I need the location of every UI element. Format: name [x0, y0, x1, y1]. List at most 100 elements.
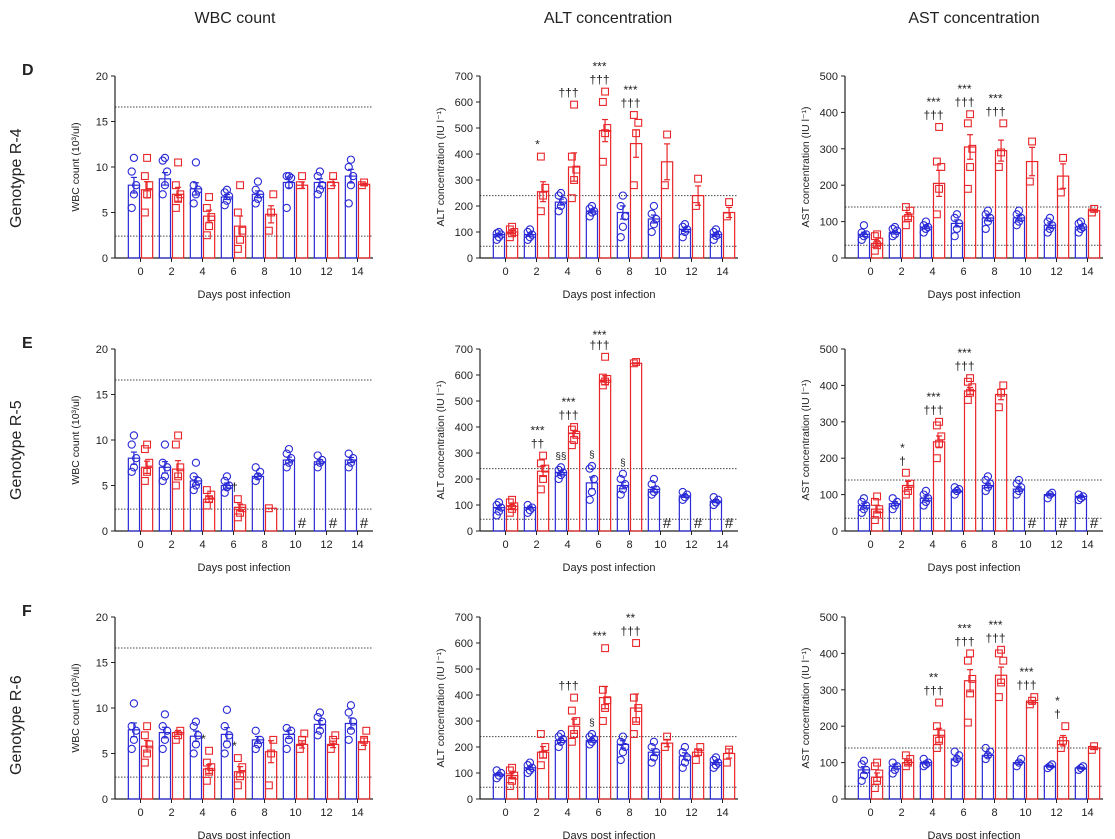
series-a-point	[222, 472, 232, 481]
series-b-point	[541, 183, 550, 192]
series-b-point	[966, 110, 975, 119]
x-tick-label: 2	[533, 266, 539, 278]
y-axis-label: ALT concentration (IU l⁻¹)	[435, 649, 447, 768]
series-a-point	[857, 228, 866, 237]
series-b-point	[570, 176, 579, 184]
series-a-point	[315, 167, 325, 176]
series-a-point	[313, 451, 322, 460]
x-tick-label: 4	[564, 266, 570, 278]
row-letter-d: D	[22, 62, 34, 79]
x-tick-label: 0	[867, 539, 873, 551]
series-b-point	[694, 748, 703, 757]
series-b-point	[722, 212, 731, 221]
series-b-point	[326, 745, 335, 753]
series-a-point	[127, 440, 136, 449]
series-a-point	[651, 214, 661, 224]
series-b-point	[329, 172, 338, 181]
series-a-point	[525, 225, 535, 234]
series-a-point	[649, 474, 659, 484]
series-a-point	[251, 185, 260, 194]
series-a-point	[251, 199, 260, 208]
series-b-point	[603, 124, 612, 132]
y-tick-label: 5	[102, 481, 108, 493]
series-a-point	[344, 708, 353, 717]
series-a-point	[494, 227, 504, 237]
y-tick-label: 100	[820, 217, 838, 229]
y-axis-label: WBC count (10³/ul)	[70, 663, 82, 752]
series-b-point	[570, 436, 579, 444]
x-tick-label: 2	[898, 807, 904, 819]
series-b-point	[329, 735, 338, 744]
y-tick-label: 0	[102, 794, 108, 806]
series-a-point	[523, 235, 532, 244]
series-a-point	[709, 500, 718, 510]
series-b-point	[725, 198, 734, 207]
series-b-point	[567, 441, 576, 450]
series-a-point	[981, 743, 990, 753]
series-a-point	[620, 742, 630, 752]
series-a-point	[284, 735, 294, 744]
series-b-point	[300, 729, 309, 738]
series-b-point	[176, 463, 185, 472]
series-b-point	[1090, 204, 1099, 213]
significance-mark: †††	[558, 86, 578, 100]
y-tick-label: 200	[455, 474, 473, 486]
absent-marker: #	[725, 515, 734, 532]
y-tick-label: 600	[455, 638, 473, 650]
series-a-point	[282, 463, 291, 472]
y-tick-label: 400	[820, 107, 838, 119]
series-a-point	[950, 232, 959, 241]
series-a-point	[556, 201, 566, 211]
series-a-point	[950, 747, 959, 756]
series-b-point	[634, 118, 643, 127]
series-b-point	[233, 495, 242, 504]
y-tick-label: 700	[455, 612, 473, 624]
series-b-point	[1061, 722, 1070, 731]
series-a-point	[923, 222, 933, 232]
series-a-point	[711, 753, 721, 762]
x-tick-label: 14	[716, 266, 728, 278]
series-a-point	[282, 171, 291, 181]
series-a-point	[618, 469, 628, 478]
series-a-point	[1047, 760, 1057, 769]
series-a-point	[585, 740, 594, 749]
series-b-point	[202, 758, 211, 767]
series-b-bar	[722, 752, 736, 800]
series-a-point	[954, 484, 964, 494]
series-a-point	[129, 190, 139, 199]
series-b-point	[966, 163, 975, 171]
x-tick-label: 6	[230, 807, 236, 819]
series-b-point	[264, 781, 273, 790]
series-b-point	[968, 144, 977, 153]
series-b-point	[725, 745, 734, 754]
series-b-point	[360, 178, 369, 187]
series-a-point	[649, 737, 659, 746]
y-tick-label: 5	[102, 749, 108, 761]
series-b-bar	[994, 150, 1008, 259]
series-a-point	[585, 464, 594, 473]
series-a-point	[554, 742, 563, 752]
significance-mark: ***	[592, 629, 606, 643]
significance-mark: †††	[589, 73, 609, 87]
y-tick-label: 15	[96, 390, 108, 402]
y-tick-label: 300	[455, 175, 473, 187]
series-a-point	[523, 500, 532, 510]
series-b-point	[875, 769, 884, 778]
series-a-point	[861, 765, 871, 775]
series-a-point	[585, 495, 594, 504]
series-a-point	[344, 735, 353, 744]
series-a-point	[919, 754, 928, 764]
x-axis-label: Days post infection	[198, 830, 291, 839]
series-a-point	[191, 717, 201, 726]
series-a-point	[554, 191, 563, 200]
series-a-point	[344, 199, 353, 208]
series-b-point	[233, 754, 242, 762]
y-tick-label: 500	[820, 344, 838, 356]
series-b-point	[207, 213, 216, 221]
x-axis-label: Days post infection	[198, 289, 291, 301]
y-tick-label: 700	[455, 71, 473, 83]
series-a-point	[282, 723, 291, 733]
significance-mark: *	[900, 441, 905, 455]
x-tick-label: 12	[685, 807, 697, 819]
y-tick-label: 300	[820, 685, 838, 697]
